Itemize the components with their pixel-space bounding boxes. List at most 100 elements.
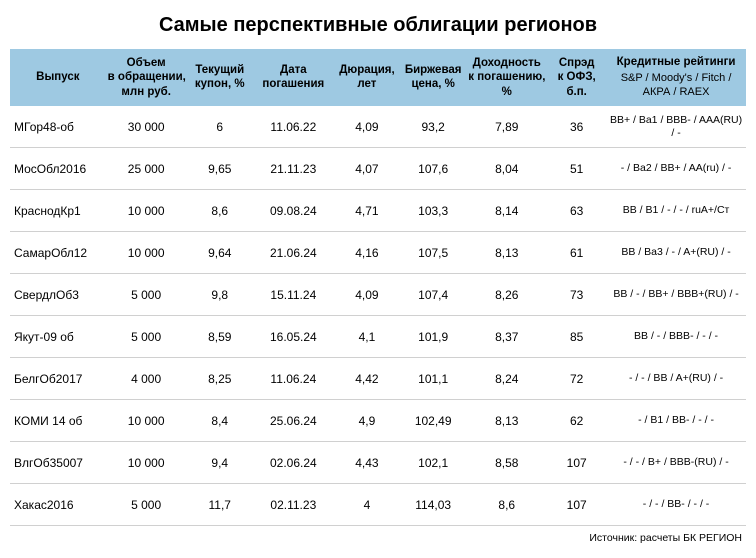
- cell-price: 101,1: [400, 358, 466, 400]
- cell-price: 107,5: [400, 232, 466, 274]
- table-row: МосОбл201625 0009,6521.11.234,07107,68,0…: [10, 148, 746, 190]
- cell-yield: 8,24: [466, 358, 547, 400]
- cell-yield: 8,14: [466, 190, 547, 232]
- source-caption: Источник: расчеты БК РЕГИОН: [10, 532, 746, 544]
- cell-name: СамарОбл12: [10, 232, 106, 274]
- cell-price: 101,9: [400, 316, 466, 358]
- cell-name: МГор48-об: [10, 106, 106, 148]
- cell-name: КОМИ 14 об: [10, 400, 106, 442]
- column-header: Биржевая цена, %: [400, 49, 466, 106]
- cell-duration: 4,9: [334, 400, 400, 442]
- cell-coupon: 9,4: [187, 442, 253, 484]
- cell-ratings: BB / - / BBB- / - / -: [606, 316, 746, 358]
- table-row: БелгОб20174 0008,2511.06.244,42101,18,24…: [10, 358, 746, 400]
- column-header: Доходность к погашению, %: [466, 49, 547, 106]
- cell-yield: 8,13: [466, 232, 547, 274]
- cell-maturity: 09.08.24: [253, 190, 334, 232]
- column-header: Дата погашения: [253, 49, 334, 106]
- column-header-label: Объем в обращении, млн руб.: [108, 57, 186, 98]
- cell-coupon: 8,6: [187, 190, 253, 232]
- cell-yield: 7,89: [466, 106, 547, 148]
- column-header: Дюрация, лет: [334, 49, 400, 106]
- cell-coupon: 9,64: [187, 232, 253, 274]
- cell-maturity: 16.05.24: [253, 316, 334, 358]
- column-header: Спрэд к ОФЗ, б.п.: [547, 49, 606, 106]
- cell-volume: 4 000: [106, 358, 187, 400]
- cell-price: 102,1: [400, 442, 466, 484]
- cell-name: БелгОб2017: [10, 358, 106, 400]
- cell-yield: 8,37: [466, 316, 547, 358]
- column-header-label: Дата погашения: [262, 64, 324, 90]
- cell-maturity: 21.06.24: [253, 232, 334, 274]
- cell-ratings: BB / Ba3 / - / A+(RU) / -: [606, 232, 746, 274]
- cell-volume: 5 000: [106, 274, 187, 316]
- cell-duration: 4,42: [334, 358, 400, 400]
- cell-coupon: 6: [187, 106, 253, 148]
- cell-spread: 36: [547, 106, 606, 148]
- cell-duration: 4,43: [334, 442, 400, 484]
- cell-price: 114,03: [400, 484, 466, 526]
- cell-spread: 73: [547, 274, 606, 316]
- page-title: Самые перспективные облигации регионов: [10, 14, 746, 37]
- cell-coupon: 9,8: [187, 274, 253, 316]
- cell-ratings: BB / B1 / - / - / ruA+/Ст: [606, 190, 746, 232]
- cell-ratings: - / - / BB / A+(RU) / -: [606, 358, 746, 400]
- cell-maturity: 21.11.23: [253, 148, 334, 190]
- cell-spread: 63: [547, 190, 606, 232]
- cell-volume: 10 000: [106, 232, 187, 274]
- cell-spread: 72: [547, 358, 606, 400]
- table-row: КраснодКр110 0008,609.08.244,71103,38,14…: [10, 190, 746, 232]
- cell-name: МосОбл2016: [10, 148, 106, 190]
- cell-coupon: 8,25: [187, 358, 253, 400]
- cell-duration: 4,71: [334, 190, 400, 232]
- column-header-label: Биржевая цена, %: [405, 64, 462, 90]
- cell-ratings: BB+ / Ba1 / BBB- / AAA(RU) / -: [606, 106, 746, 148]
- cell-price: 107,4: [400, 274, 466, 316]
- cell-volume: 30 000: [106, 106, 187, 148]
- cell-yield: 8,13: [466, 400, 547, 442]
- cell-ratings: - / Ba2 / BB+ / AA(ru) / -: [606, 148, 746, 190]
- table-row: КОМИ 14 об10 0008,425.06.244,9102,498,13…: [10, 400, 746, 442]
- column-header-label: Текущий купон, %: [195, 64, 245, 90]
- column-header: Кредитные рейтинги S&P / Moody's / Fitch …: [606, 49, 746, 106]
- cell-price: 102,49: [400, 400, 466, 442]
- column-header-label: Спрэд к ОФЗ, б.п.: [558, 57, 596, 98]
- cell-volume: 10 000: [106, 442, 187, 484]
- cell-spread: 107: [547, 484, 606, 526]
- cell-ratings: - / - / BB- / - / -: [606, 484, 746, 526]
- column-header: Объем в обращении, млн руб.: [106, 49, 187, 106]
- column-header-label: Кредитные рейтинги: [617, 56, 736, 68]
- cell-volume: 10 000: [106, 400, 187, 442]
- cell-name: Хакас2016: [10, 484, 106, 526]
- cell-volume: 10 000: [106, 190, 187, 232]
- cell-yield: 8,04: [466, 148, 547, 190]
- cell-name: ВлгОб35007: [10, 442, 106, 484]
- column-header-sublabel: S&P / Moody's / Fitch / АКРА / RAEX: [608, 72, 744, 100]
- cell-volume: 5 000: [106, 484, 187, 526]
- cell-coupon: 9,65: [187, 148, 253, 190]
- header-row: ВыпускОбъем в обращении, млн руб.Текущий…: [10, 49, 746, 106]
- table-header: ВыпускОбъем в обращении, млн руб.Текущий…: [10, 49, 746, 106]
- cell-maturity: 02.11.23: [253, 484, 334, 526]
- cell-spread: 62: [547, 400, 606, 442]
- cell-maturity: 15.11.24: [253, 274, 334, 316]
- cell-duration: 4,07: [334, 148, 400, 190]
- column-header: Текущий купон, %: [187, 49, 253, 106]
- cell-ratings: - / B1 / BB- / - / -: [606, 400, 746, 442]
- cell-duration: 4,16: [334, 232, 400, 274]
- column-header-label: Доходность к погашению, %: [468, 57, 545, 98]
- cell-maturity: 02.06.24: [253, 442, 334, 484]
- cell-name: КраснодКр1: [10, 190, 106, 232]
- column-header-label: Дюрация, лет: [339, 64, 394, 90]
- cell-coupon: 8,4: [187, 400, 253, 442]
- cell-name: СвердлОб3: [10, 274, 106, 316]
- cell-duration: 4,09: [334, 274, 400, 316]
- table-body: МГор48-об30 000611.06.224,0993,27,8936BB…: [10, 106, 746, 526]
- cell-volume: 5 000: [106, 316, 187, 358]
- cell-spread: 61: [547, 232, 606, 274]
- cell-maturity: 11.06.24: [253, 358, 334, 400]
- cell-duration: 4: [334, 484, 400, 526]
- cell-yield: 8,58: [466, 442, 547, 484]
- bonds-table: ВыпускОбъем в обращении, млн руб.Текущий…: [10, 49, 746, 526]
- cell-volume: 25 000: [106, 148, 187, 190]
